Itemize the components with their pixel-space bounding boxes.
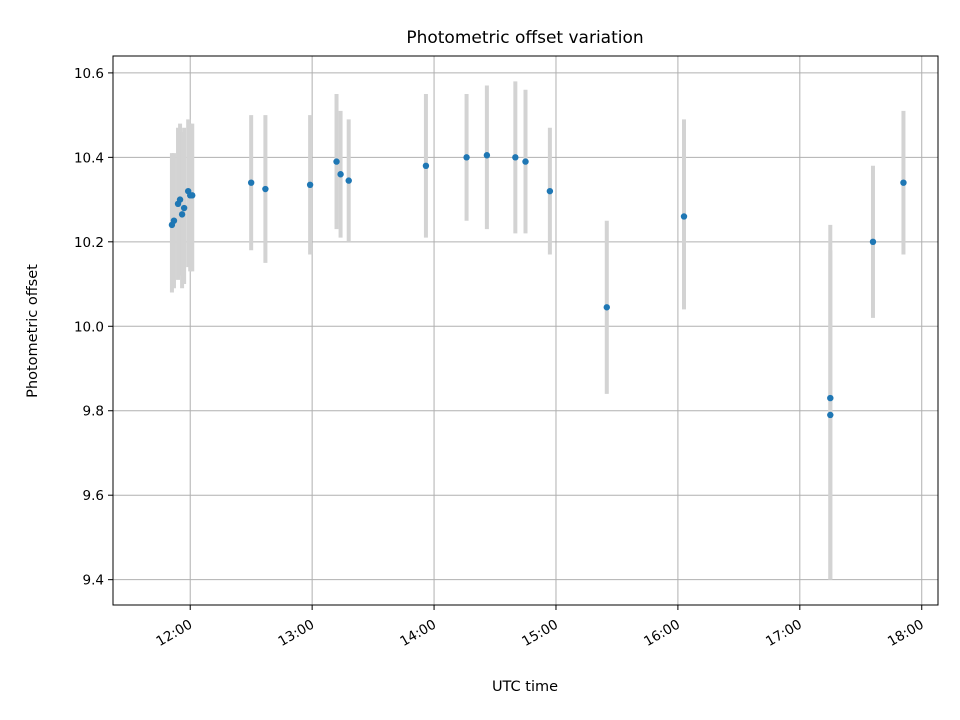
data-point xyxy=(170,217,178,224)
data-point xyxy=(180,204,188,212)
x-tick-label: 12:00 xyxy=(154,617,196,650)
y-tick-label: 10.4 xyxy=(74,150,104,166)
axis-ticks: 12:00 13:00 14:00 15:00 16:00 17:00 18:00 9.4 9.… xyxy=(74,66,927,650)
data-point xyxy=(463,154,470,161)
y-tick-label: 10.6 xyxy=(74,66,104,82)
error-bars xyxy=(169,81,906,580)
data-point xyxy=(827,411,834,419)
data-point xyxy=(306,181,314,189)
data-point xyxy=(483,152,491,159)
data-point xyxy=(337,171,344,178)
x-tick-label: 15:00 xyxy=(519,617,561,650)
data-point xyxy=(512,154,519,161)
data-point xyxy=(178,211,186,218)
data-point xyxy=(333,158,340,165)
data-point xyxy=(603,304,610,311)
data-point xyxy=(900,179,907,186)
data-point xyxy=(345,177,352,184)
x-tick-label: 14:00 xyxy=(397,617,439,650)
data-point xyxy=(176,196,184,203)
x-tick-label: 13:00 xyxy=(275,617,317,650)
y-tick-label: 10.0 xyxy=(74,319,104,335)
data-point xyxy=(262,185,269,193)
y-tick-label: 9.6 xyxy=(83,488,104,504)
y-tick-label: 10.2 xyxy=(74,235,104,251)
data-point xyxy=(422,162,430,169)
chart-title: Photometric offset variation xyxy=(406,28,643,48)
x-tick-label: 17:00 xyxy=(763,617,805,650)
y-axis-title: Photometric offset xyxy=(25,264,41,398)
data-point xyxy=(546,187,554,195)
data-point xyxy=(189,192,196,199)
data-point xyxy=(247,179,255,186)
data-point xyxy=(827,394,834,402)
plot-frame xyxy=(112,55,939,606)
data-point xyxy=(869,238,877,246)
data-point xyxy=(680,213,688,220)
x-tick-label: 18:00 xyxy=(885,617,927,650)
y-tick-label: 9.8 xyxy=(83,404,104,420)
data-markers xyxy=(168,152,907,419)
x-axis-title: UTC time xyxy=(492,679,558,695)
x-tick-label: 16:00 xyxy=(641,617,683,650)
data-point xyxy=(522,158,529,165)
y-tick-label: 9.4 xyxy=(83,573,104,589)
